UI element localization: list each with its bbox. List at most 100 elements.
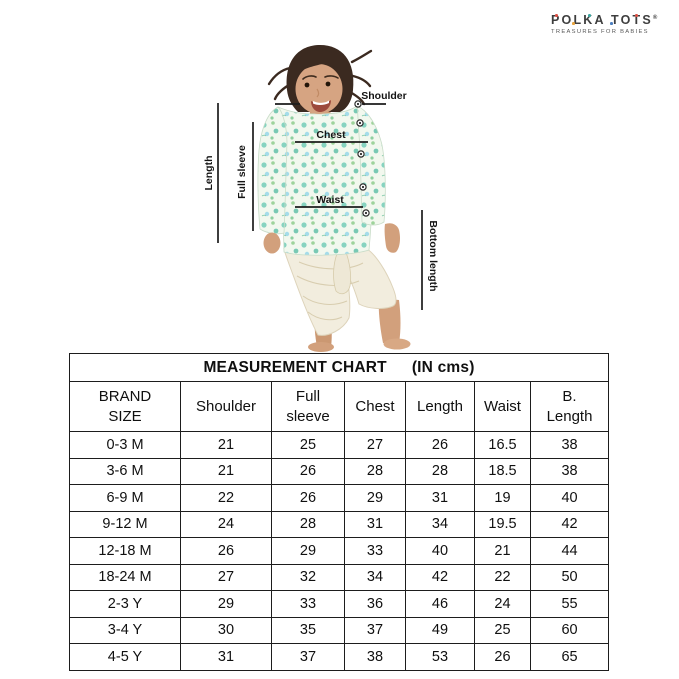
brand-size-cell: 0-3 M (69, 431, 181, 459)
length-label: Length (203, 156, 215, 191)
measurement-cell: 29 (180, 590, 272, 618)
measurement-cell: 19.5 (474, 510, 531, 538)
measurement-cell: 29 (344, 484, 406, 512)
brand-size-cell: 9-12 M (69, 510, 181, 538)
measurement-cell: 42 (529, 510, 610, 538)
measurement-cell: 27 (344, 431, 406, 459)
table-title-cell: MEASUREMENT CHART (IN cms) (68, 353, 610, 382)
measurement-cell: 33 (271, 590, 345, 618)
column-header: Waist (474, 381, 531, 432)
measurement-cell: 26 (271, 457, 345, 485)
brand-size-cell: 3-4 Y (69, 616, 181, 644)
measurement-cell: 25 (474, 616, 531, 644)
logo-dot (588, 14, 591, 17)
measurement-cell: 21 (180, 457, 272, 485)
brand-size-cell: 4-5 Y (69, 643, 181, 671)
measurement-cell: 22 (474, 563, 531, 591)
measurement-cell: 31 (405, 484, 475, 512)
brand-size-cell: 3-6 M (69, 457, 181, 485)
measurement-table: MEASUREMENT CHART (IN cms) BRAND SIZE Shou… (68, 353, 610, 671)
measurement-cell: 28 (271, 510, 345, 538)
measurement-labels: Shoulder Chest Waist Length Full sleeve … (203, 90, 439, 292)
measurement-cell: 36 (344, 590, 406, 618)
measurement-cell: 49 (405, 616, 475, 644)
measurement-cell: 55 (529, 590, 610, 618)
measurement-cell: 29 (271, 537, 345, 565)
measurement-cell: 26 (271, 484, 345, 512)
measurement-cell: 34 (405, 510, 475, 538)
column-header: Full sleeve (271, 381, 345, 432)
table-row: 4-5 Y 31 37 38 53 26 65 (69, 643, 610, 671)
measurement-cell: 38 (344, 643, 406, 671)
registered-mark: ® (652, 14, 658, 21)
brand-size-cell: 12-18 M (69, 537, 181, 565)
snap-buttons (354, 100, 370, 217)
measurement-cell: 65 (529, 643, 610, 671)
measurement-cell: 30 (180, 616, 272, 644)
logo-dot (555, 14, 558, 17)
logo-dot (572, 22, 575, 25)
brand-logo: POLKA TOTS® TREASURES FOR BABIES (551, 13, 657, 35)
measurement-cell: 38 (529, 431, 610, 459)
column-header: Chest (344, 381, 406, 432)
waist-label: Waist (316, 194, 344, 206)
measurement-cell: 34 (344, 563, 406, 591)
brand-size-cell: 2-3 Y (69, 590, 181, 618)
measurement-cell: 26 (405, 431, 475, 459)
table-row: 18-24 M 27 32 34 42 22 50 (69, 563, 610, 591)
measurement-cell: 32 (271, 563, 345, 591)
chest-label: Chest (316, 129, 346, 141)
measurement-cell: 26 (180, 537, 272, 565)
table-row: 12-18 M 26 29 33 40 21 44 (69, 537, 610, 565)
measurement-cell: 24 (180, 510, 272, 538)
measurement-cell: 16.5 (474, 431, 531, 459)
measurement-cell: 26 (474, 643, 531, 671)
brand-tagline: TREASURES FOR BABIES (551, 29, 649, 35)
child-photo (257, 45, 411, 352)
measurement-diagram: Shoulder Chest Waist Length Full sleeve … (203, 45, 439, 352)
table-row: 6-9 M 22 26 29 31 19 40 (69, 484, 610, 512)
table-row: 3-4 Y 30 35 37 49 25 60 (69, 616, 610, 644)
measurement-cell: 46 (405, 590, 475, 618)
measurement-cell: 33 (344, 537, 406, 565)
measurement-cell: 24 (474, 590, 531, 618)
brand-size-cell: 18-24 M (69, 563, 181, 591)
brand-size-cell: 6-9 M (69, 484, 181, 512)
measurement-chart-table: MEASUREMENT CHART (IN cms) BRAND SIZE Shou… (68, 353, 610, 671)
measurement-cell: 53 (405, 643, 475, 671)
table-title: MEASUREMENT CHART (203, 358, 387, 376)
logo-dot (610, 22, 613, 25)
measurement-table-body: 0-3 M 21 25 27 26 16.5 38 3-6 M 21 26 28 28 18.5 38 6-… (69, 431, 610, 671)
measurement-cell: 37 (344, 616, 406, 644)
column-header: BRAND SIZE (69, 381, 181, 432)
measurement-cell: 40 (529, 484, 610, 512)
brand-name: POLKA TOTS (551, 13, 653, 27)
measurement-cell: 19 (474, 484, 531, 512)
bottom-length-label: Bottom length (427, 220, 439, 291)
measurement-cell: 42 (405, 563, 475, 591)
measurement-cell: 18.5 (474, 457, 531, 485)
measurement-cell: 60 (529, 616, 610, 644)
full-sleeve-label: Full sleeve (236, 145, 248, 199)
measurement-cell: 28 (405, 457, 475, 485)
measurement-cell: 25 (271, 431, 345, 459)
table-row: 0-3 M 21 25 27 26 16.5 38 (69, 431, 610, 459)
measurement-cell: 22 (180, 484, 272, 512)
measurement-cell: 21 (180, 431, 272, 459)
column-header: Shoulder (180, 381, 272, 432)
measurement-cell: 35 (271, 616, 345, 644)
measurement-cell: 31 (180, 643, 272, 671)
column-header: B. Length (529, 381, 610, 432)
table-header-row: BRAND SIZE Shoulder Full sleeve Chest Length… (69, 381, 610, 432)
table-title-row: MEASUREMENT CHART (IN cms) (68, 353, 610, 382)
table-row: 3-6 M 21 26 28 28 18.5 38 (69, 457, 610, 485)
table-row: 2-3 Y 29 33 36 46 24 55 (69, 590, 610, 618)
table-row: 9-12 M 24 28 31 34 19.5 42 (69, 510, 610, 538)
logo-dot (635, 14, 638, 17)
measurement-cell: 27 (180, 563, 272, 591)
measurement-cell: 28 (344, 457, 406, 485)
brand-wordmark: POLKA TOTS® (551, 13, 657, 27)
shoulder-label: Shoulder (361, 90, 407, 102)
measurement-cell: 21 (474, 537, 531, 565)
